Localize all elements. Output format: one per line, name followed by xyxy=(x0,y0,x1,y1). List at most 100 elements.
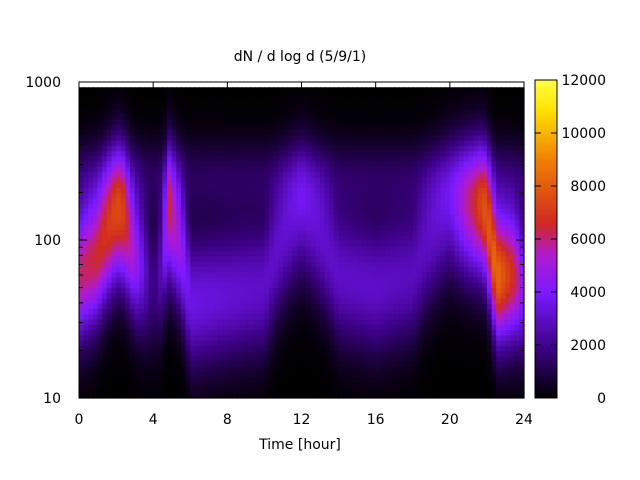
heatmap-cell xyxy=(398,245,405,252)
heatmap-cell xyxy=(292,161,298,167)
heatmap-cell xyxy=(218,87,224,94)
heatmap-cell xyxy=(111,150,117,157)
heatmap-cell xyxy=(301,350,307,357)
heatmap-cell xyxy=(241,371,247,378)
heatmap-cell xyxy=(459,129,465,136)
heatmap-cell xyxy=(398,292,405,299)
heatmap-cell xyxy=(347,355,354,362)
heatmap-cell xyxy=(380,340,386,346)
heatmap-cell xyxy=(139,171,145,178)
heatmap-cell xyxy=(111,376,117,383)
heatmap-cell xyxy=(83,287,89,294)
heatmap-cell xyxy=(125,366,131,373)
heatmap-cell xyxy=(190,292,196,299)
heatmap-cell xyxy=(329,271,335,278)
heatmap-cell xyxy=(459,197,465,204)
heatmap-cell xyxy=(111,382,117,389)
heatmap-cell xyxy=(468,329,474,336)
heatmap-cell xyxy=(343,113,349,120)
heatmap-cell xyxy=(408,208,414,215)
heatmap-cell xyxy=(102,308,108,315)
heatmap-cell xyxy=(287,145,293,152)
heatmap-cell xyxy=(310,145,317,152)
heatmap-cell xyxy=(301,387,307,394)
heatmap-cell xyxy=(449,118,456,125)
heatmap-cell xyxy=(417,155,423,162)
heatmap-cell xyxy=(315,166,321,173)
heatmap-cell xyxy=(167,87,173,94)
heatmap-cell xyxy=(157,324,164,331)
heatmap-cell xyxy=(222,392,228,399)
heatmap-cell xyxy=(125,250,131,257)
heatmap-cell xyxy=(204,108,210,115)
heatmap-cell xyxy=(292,203,298,209)
heatmap-cell xyxy=(139,255,145,262)
heatmap-cell xyxy=(301,292,307,299)
heatmap-cell xyxy=(129,276,136,283)
heatmap-cell xyxy=(255,250,261,257)
heatmap-cell xyxy=(333,139,340,146)
heatmap-cell xyxy=(310,324,317,331)
heatmap-cell xyxy=(347,192,354,199)
heatmap-cell xyxy=(301,108,307,115)
heatmap-cell xyxy=(218,192,224,199)
heatmap-cell xyxy=(190,187,196,194)
heatmap-cell xyxy=(306,124,312,130)
heatmap-cell xyxy=(384,182,391,188)
heatmap-cell xyxy=(454,161,460,167)
heatmap-cell xyxy=(213,313,219,320)
heatmap-cell xyxy=(259,255,266,262)
heatmap-cell xyxy=(394,176,400,183)
heatmap-cell xyxy=(408,134,414,141)
heatmap-cell xyxy=(454,319,460,325)
heatmap-cell xyxy=(361,250,367,257)
heatmap-cell xyxy=(92,145,99,152)
heatmap-cell xyxy=(292,118,298,125)
heatmap-cell xyxy=(255,287,261,294)
heatmap-cell xyxy=(343,297,349,304)
heatmap-cell xyxy=(273,271,279,278)
heatmap-cell xyxy=(171,118,177,125)
heatmap-cell xyxy=(459,334,465,341)
heatmap-cell xyxy=(338,282,344,288)
heatmap-cell xyxy=(338,92,344,99)
heatmap-cell xyxy=(218,224,224,231)
heatmap-cell xyxy=(190,297,196,304)
heatmap-cell xyxy=(88,197,94,204)
heatmap-cell xyxy=(440,255,446,262)
heatmap-cell xyxy=(139,203,145,209)
heatmap-cell xyxy=(227,92,233,99)
heatmap-cell xyxy=(361,213,367,220)
heatmap-cell xyxy=(204,176,210,183)
heatmap-cell xyxy=(357,366,363,373)
heatmap-cell xyxy=(329,376,335,383)
heatmap-cell xyxy=(301,124,307,130)
heatmap-cell xyxy=(380,255,386,262)
heatmap-cell xyxy=(273,192,279,199)
heatmap-cell xyxy=(222,97,228,104)
heatmap-cell xyxy=(310,229,317,236)
heatmap-cell xyxy=(120,108,126,115)
heatmap-cell xyxy=(357,124,363,130)
heatmap-cell xyxy=(282,197,289,204)
heatmap-cell xyxy=(241,182,247,188)
heatmap-cell xyxy=(459,329,465,336)
heatmap-cell xyxy=(398,340,405,346)
heatmap-cell xyxy=(440,303,446,310)
heatmap-cell xyxy=(79,276,85,283)
heatmap-cell xyxy=(459,292,465,299)
heatmap-cell xyxy=(310,234,317,241)
heatmap-cell xyxy=(227,292,233,299)
heatmap-cell xyxy=(102,145,108,152)
heatmap-cell xyxy=(398,208,405,215)
heatmap-cell xyxy=(176,297,182,304)
heatmap-cell xyxy=(287,266,293,273)
heatmap-cell xyxy=(180,319,187,325)
heatmap-cell xyxy=(194,103,201,109)
heatmap-cell xyxy=(250,350,256,357)
heatmap-cell xyxy=(296,255,303,262)
heatmap-cell xyxy=(111,208,117,215)
heatmap-cell xyxy=(408,129,414,136)
heatmap-cell xyxy=(213,213,219,220)
heatmap-cell xyxy=(88,282,94,288)
